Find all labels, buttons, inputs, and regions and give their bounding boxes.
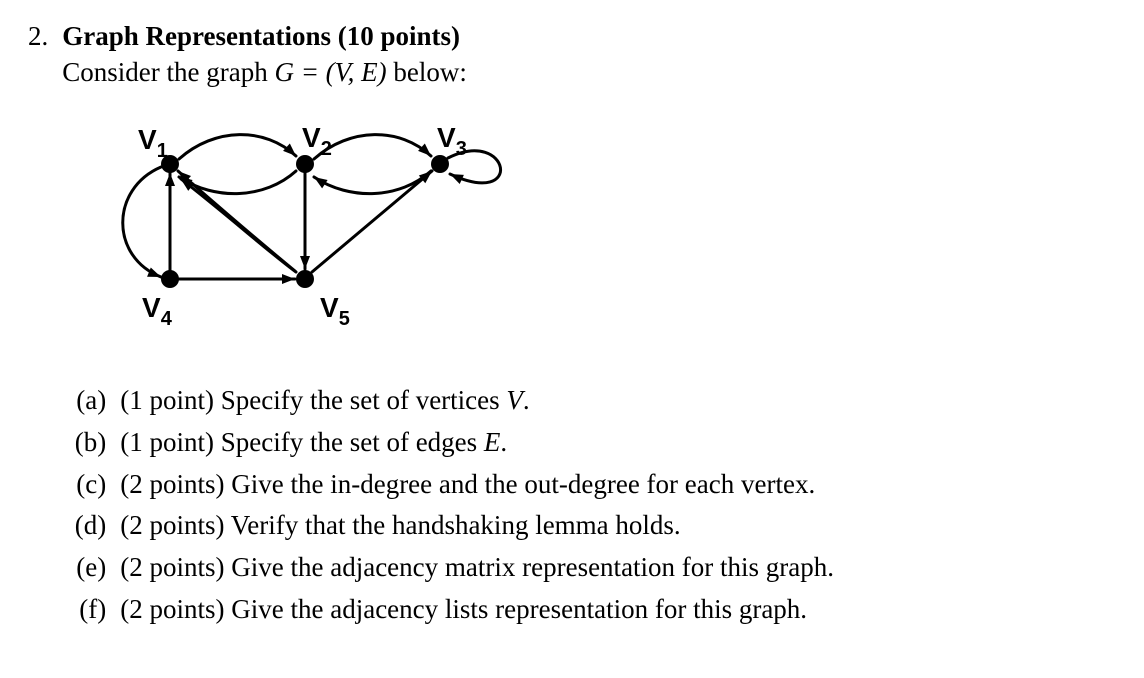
subpart: (c) (2 points) Give the in-degree and the… <box>62 464 1116 506</box>
subpart-italic: V <box>506 385 523 415</box>
arrowhead-icon <box>300 256 310 269</box>
prompt-suffix: below: <box>387 57 467 87</box>
problem-title: Graph Representations (10 points) <box>62 21 460 51</box>
subpart-label: (c) <box>62 464 106 506</box>
arrowhead-icon <box>418 143 431 155</box>
subpart-text: (1 point) Specify the set of vertices V. <box>120 380 1116 422</box>
edge <box>178 171 295 271</box>
page: 2. Graph Representations (10 points) Con… <box>0 0 1144 631</box>
arrowhead-icon <box>283 143 296 155</box>
subpart-body: Specify the set of vertices <box>221 385 507 415</box>
subpart-body: Verify that the handshaking lemma holds. <box>231 510 681 540</box>
subpart-text: (2 points) Verify that the handshaking l… <box>120 505 1116 547</box>
subpart-body: Give the adjacency lists representation … <box>231 594 807 624</box>
edge <box>123 167 161 277</box>
subpart-italic: E <box>484 427 501 457</box>
subpart: (b) (1 point) Specify the set of edges E. <box>62 422 1116 464</box>
vertex-label: V3 <box>437 122 467 160</box>
problem-body: Graph Representations (10 points) Consid… <box>62 18 1116 631</box>
arrowhead-icon <box>314 177 328 188</box>
subpart-text: (2 points) Give the adjacency lists repr… <box>120 589 1116 631</box>
problem-heading: Graph Representations (10 points) <box>62 18 1116 54</box>
subpart: (a) (1 point) Specify the set of vertices… <box>62 380 1116 422</box>
arrowhead-icon <box>165 173 175 186</box>
subpart-tail: . <box>500 427 507 457</box>
subpart: (d) (2 points) Verify that the handshakin… <box>62 505 1116 547</box>
arrowhead-icon <box>450 174 464 184</box>
edge <box>314 171 431 194</box>
subpart: (e) (2 points) Give the adjacency matrix … <box>62 547 1116 589</box>
subpart-points: (2 points) <box>120 594 231 624</box>
subpart-text: (2 points) Give the adjacency matrix rep… <box>120 547 1116 589</box>
subpart: (f) (2 points) Give the adjacency lists r… <box>62 589 1116 631</box>
vertex-label: V4 <box>142 292 173 330</box>
vertex <box>431 155 449 173</box>
subpart-label: (b) <box>62 422 106 464</box>
arrowhead-icon <box>282 274 295 284</box>
subparts-list: (a) (1 point) Specify the set of vertices… <box>62 380 1116 631</box>
subpart-label: (d) <box>62 505 106 547</box>
subpart-points: (2 points) <box>120 510 231 540</box>
subpart-text: (1 point) Specify the set of edges E. <box>120 422 1116 464</box>
subpart-text: (2 points) Give the in-degree and the ou… <box>120 464 1116 506</box>
graph-figure: V1 V2 V3 V4 V5 <box>80 109 1116 354</box>
subpart-tail: . <box>523 385 530 415</box>
arrowhead-icon <box>147 267 161 276</box>
vertex-label: V5 <box>320 292 350 330</box>
vertex <box>161 270 179 288</box>
subpart-label: (e) <box>62 547 106 589</box>
subpart-points: (2 points) <box>120 469 231 499</box>
subpart-body: Give the adjacency matrix representation… <box>231 552 834 582</box>
vertex <box>296 270 314 288</box>
edge <box>179 134 296 158</box>
graph-svg: V1 V2 V3 V4 V5 <box>80 109 580 354</box>
vertex-label: V2 <box>302 122 332 160</box>
subpart-body: Specify the set of edges <box>221 427 484 457</box>
subpart-points: (1 point) <box>120 427 221 457</box>
prompt-graph: G = (V, E) <box>274 57 386 87</box>
problem-block: 2. Graph Representations (10 points) Con… <box>28 18 1116 631</box>
problem-number: 2. <box>28 18 48 631</box>
subpart-points: (1 point) <box>120 385 221 415</box>
subpart-points: (2 points) <box>120 552 231 582</box>
vertex <box>296 155 314 173</box>
subpart-label: (a) <box>62 380 106 422</box>
subpart-label: (f) <box>62 589 106 631</box>
vertex-label: V1 <box>138 124 168 162</box>
subpart-body: Give the in-degree and the out-degree fo… <box>231 469 815 499</box>
prompt-prefix: Consider the graph <box>62 57 274 87</box>
problem-prompt: Consider the graph G = (V, E) below: <box>62 54 1116 90</box>
